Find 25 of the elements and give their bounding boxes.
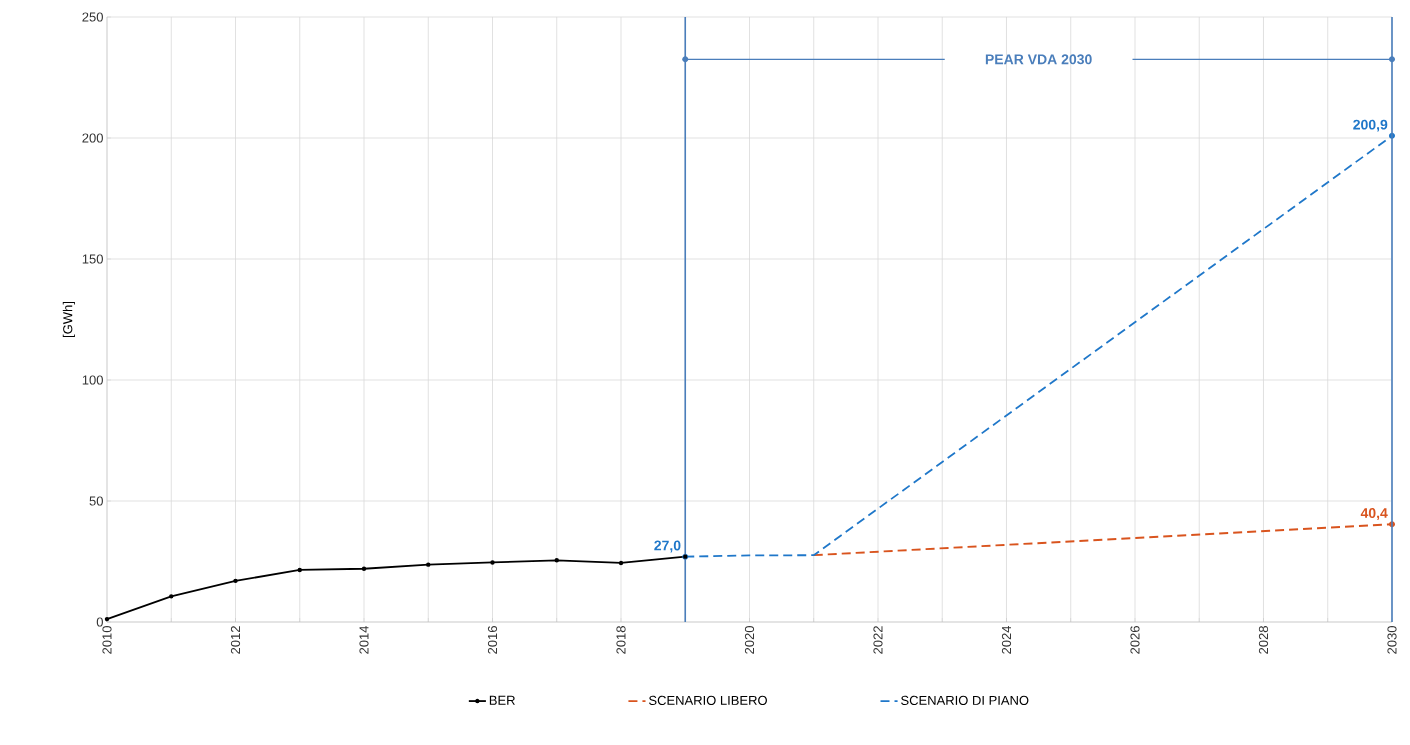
data-label: 27,0 (654, 540, 681, 553)
data-label: 200,9 (1353, 119, 1388, 132)
x-tick-label: 2028 (1258, 626, 1269, 654)
x-tick-label: 2030 (1387, 626, 1397, 654)
y-tick-label: 150 (82, 254, 103, 264)
x-tick-label: 2016 (487, 626, 498, 654)
y-tick-label: 200 (82, 133, 103, 143)
legend-label: BER (489, 695, 515, 705)
x-tick-label: 2020 (744, 626, 755, 654)
x-tick-label: 2010 (102, 626, 112, 654)
y-tick-label: 250 (82, 12, 103, 22)
x-tick-label: 2018 (616, 626, 626, 654)
data-label: 40,4 (1360, 508, 1388, 521)
y-axis-title: [GWh] (62, 302, 75, 337)
legend-label: SCENARIO LIBERO (649, 695, 767, 705)
x-tick-label: 2012 (230, 626, 241, 654)
y-tick-label: 0 (96, 617, 103, 627)
y-tick-label: 100 (82, 375, 103, 385)
x-tick-label: 2014 (359, 625, 369, 654)
x-tick-label: 2026 (1130, 626, 1140, 654)
legend-label: SCENARIO DI PIANO (901, 695, 1029, 705)
annotation: PEAR VDA 2030 (985, 54, 1092, 65)
y-tick-label: 50 (89, 496, 103, 506)
x-tick-label: 2022 (873, 626, 883, 654)
x-tick-label: 2024 (1001, 625, 1012, 654)
